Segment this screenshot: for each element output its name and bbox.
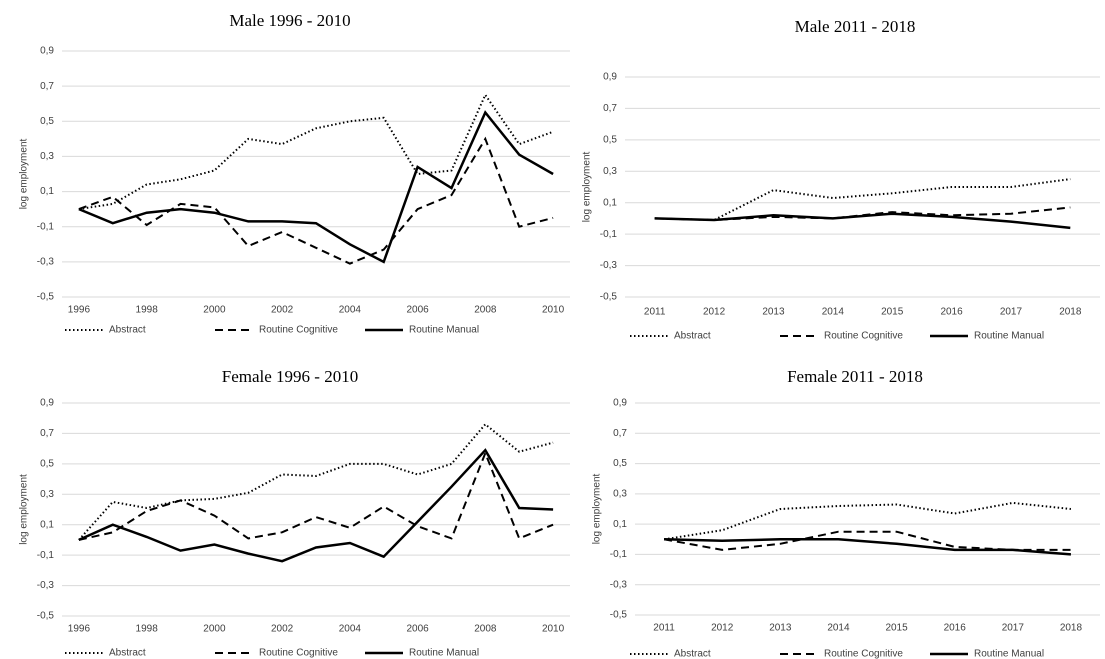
legend-label: Abstract — [109, 648, 146, 659]
x-tick-label: 2017 — [1000, 307, 1023, 318]
y-tick-label: 0,3 — [40, 151, 54, 162]
x-tick-label: 2008 — [474, 624, 497, 635]
x-tick-label: 2014 — [827, 623, 850, 634]
y-tick-label: 0,3 — [603, 166, 617, 177]
legend-label: Abstract — [674, 331, 711, 342]
y-tick-label: 0,9 — [40, 398, 54, 409]
y-tick-label: -0,5 — [600, 292, 618, 303]
y-tick-label: -0,3 — [37, 580, 55, 591]
chart-title: Female 2011 - 2018 — [787, 367, 923, 386]
legend-label: Routine Manual — [409, 325, 479, 336]
x-tick-label: 2015 — [885, 623, 908, 634]
data-line — [78, 136, 554, 265]
y-tick-label: -0,1 — [37, 221, 55, 232]
legend-label: Routine Cognitive — [259, 648, 338, 659]
y-tick-label: -0,3 — [37, 256, 55, 267]
legend-label: Routine Manual — [974, 331, 1044, 342]
y-tick-label: 0,7 — [40, 81, 54, 92]
data-line — [654, 212, 1071, 230]
x-tick-label: 1996 — [68, 624, 91, 635]
data-line — [654, 206, 1071, 222]
x-tick-label: 2000 — [203, 624, 226, 635]
x-tick-label: 2011 — [644, 307, 666, 318]
x-tick-label: 2018 — [1060, 623, 1083, 634]
y-tick-label: -0,5 — [37, 611, 55, 622]
y-axis-label: log employment — [19, 138, 30, 209]
x-tick-label: 2002 — [271, 305, 294, 316]
y-axis-label: log employment — [592, 473, 603, 544]
legend-label: Routine Cognitive — [824, 331, 903, 342]
x-tick-label: 2008 — [474, 305, 497, 316]
legend-label: Routine Cognitive — [824, 649, 903, 659]
y-tick-label: 0,1 — [40, 186, 54, 197]
data-line — [664, 538, 1071, 556]
y-tick-label: 0,7 — [40, 428, 54, 439]
data-line — [78, 422, 554, 541]
legend-label: Abstract — [674, 649, 711, 659]
x-tick-label: 2000 — [203, 305, 226, 316]
legend-label: Routine Manual — [974, 649, 1044, 659]
x-tick-label: 1996 — [68, 305, 91, 316]
x-tick-label: 2018 — [1059, 307, 1082, 318]
chart-panel: Female 2011 - 2018 log employment -0,5 -0,3… — [592, 367, 1100, 659]
y-tick-label: 0,5 — [613, 458, 627, 469]
chart-title: Male 2011 - 2018 — [795, 17, 916, 36]
x-tick-label: 2002 — [271, 624, 294, 635]
legend-label: Routine Cognitive — [259, 325, 338, 336]
y-tick-label: 0,1 — [613, 519, 627, 530]
data-line — [78, 448, 554, 563]
y-tick-label: 0,9 — [603, 72, 617, 83]
data-line — [78, 450, 554, 541]
x-tick-label: 2006 — [406, 624, 429, 635]
x-tick-label: 2010 — [542, 624, 565, 635]
y-tick-label: -0,5 — [37, 292, 55, 303]
x-tick-label: 2004 — [339, 624, 362, 635]
legend-label: Abstract — [109, 325, 146, 336]
x-tick-label: 2013 — [762, 307, 785, 318]
y-axis-label: log employment — [19, 474, 30, 545]
y-tick-label: 0,9 — [40, 46, 54, 57]
legend-label: Routine Manual — [409, 648, 479, 659]
x-tick-label: 2015 — [881, 307, 904, 318]
y-tick-label: 0,5 — [40, 458, 54, 469]
x-tick-label: 2012 — [703, 307, 726, 318]
data-line — [663, 501, 1072, 541]
x-tick-label: 2017 — [1002, 623, 1025, 634]
x-tick-label: 2014 — [822, 307, 845, 318]
x-tick-label: 2012 — [711, 623, 734, 634]
y-tick-label: 0,3 — [613, 488, 627, 499]
y-tick-label: 0,7 — [613, 428, 627, 439]
y-tick-label: 0,1 — [603, 197, 617, 208]
x-tick-label: 2016 — [944, 623, 967, 634]
y-tick-label: 0,3 — [40, 489, 54, 500]
x-tick-label: 2010 — [542, 305, 565, 316]
x-tick-label: 2013 — [769, 623, 792, 634]
chart-panel: Male 2011 - 2018 log employment -0,5 -0,3 -0… — [582, 17, 1100, 342]
y-tick-label: 0,1 — [40, 519, 54, 530]
x-tick-label: 2011 — [653, 623, 675, 634]
chart-panel: Male 1996 - 2010 log employment -0,5 -0,3 -0… — [19, 11, 570, 336]
data-line — [78, 110, 554, 264]
chart-title: Male 1996 - 2010 — [229, 11, 350, 30]
y-tick-label: 0,9 — [613, 398, 627, 409]
x-tick-label: 1998 — [136, 624, 159, 635]
x-tick-label: 2016 — [940, 307, 963, 318]
y-tick-label: -0,1 — [37, 550, 55, 561]
y-tick-label: 0,5 — [40, 116, 54, 127]
y-tick-label: -0,5 — [610, 610, 628, 621]
y-tick-label: -0,3 — [610, 579, 628, 590]
y-tick-label: -0,1 — [600, 229, 618, 240]
x-tick-label: 2006 — [406, 305, 429, 316]
y-tick-label: -0,3 — [600, 260, 618, 271]
data-line — [78, 92, 554, 211]
y-tick-label: 0,7 — [603, 103, 617, 114]
x-tick-label: 2004 — [339, 305, 362, 316]
chart-title: Female 1996 - 2010 — [222, 367, 358, 386]
x-tick-label: 1998 — [136, 305, 159, 316]
y-tick-label: 0,5 — [603, 134, 617, 145]
y-tick-label: -0,1 — [610, 549, 628, 560]
y-axis-label: log employment — [582, 151, 593, 222]
chart-panel: Female 1996 - 2010 log employment -0,5 -0,3… — [19, 367, 570, 659]
